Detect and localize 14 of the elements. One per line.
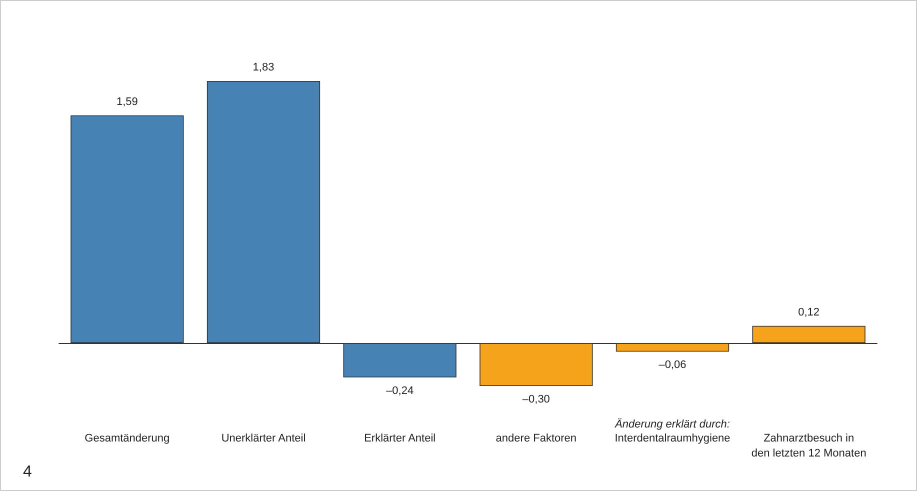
- x-tick-label: Interdentalraumhygiene: [614, 432, 730, 444]
- data-label: –0,06: [658, 359, 686, 372]
- x-tick-label: Erklärter Anteil: [364, 432, 436, 444]
- x-tick-label: Zahnarztbesuch in den letzten 12 Monaten: [751, 432, 866, 460]
- data-label: 1,59: [116, 96, 138, 108]
- text: Änderung erklärt durch:: [614, 418, 730, 430]
- data-label: 0,12: [798, 306, 820, 318]
- text: 4: [23, 464, 32, 480]
- data-label: 1,83: [252, 62, 274, 74]
- data-label: –0,24: [386, 384, 414, 397]
- x-tick-label: Unerklärter Anteil: [221, 432, 306, 444]
- x-tick-label: andere Faktoren: [496, 432, 577, 444]
- x-tick-label: Gesamtänderung: [84, 432, 170, 444]
- data-label: –0,30: [522, 394, 550, 406]
